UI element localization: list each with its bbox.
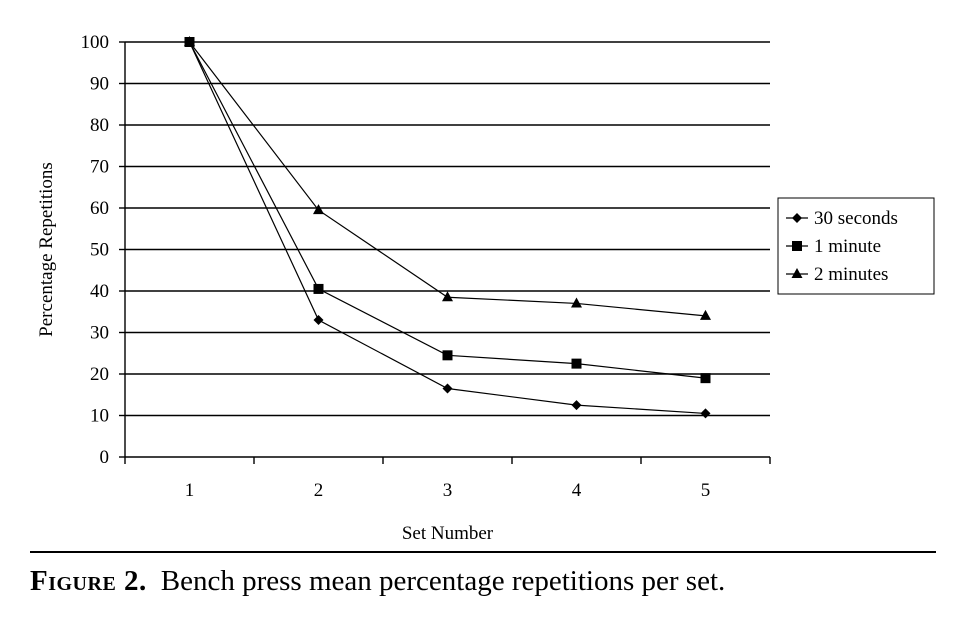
series-0-point-4: [571, 400, 582, 411]
series-markers: [184, 36, 711, 419]
y-tick-label-70: 70: [90, 157, 109, 178]
x-tick-label-1: 1: [185, 480, 195, 501]
y-tick-label-60: 60: [90, 198, 109, 219]
gridlines: [125, 41, 770, 417]
figure-caption: Figure 2. Bench press mean percentage rep…: [30, 565, 950, 598]
legend-label-2: 2 minutes: [814, 264, 888, 285]
caption-rule: [30, 551, 936, 553]
y-tick-label-10: 10: [90, 406, 109, 427]
series-1-point-2: [313, 283, 324, 294]
legend-marker-2: [791, 268, 803, 278]
y-axis-title: Percentage Repetitions: [36, 162, 57, 337]
y-tick-label-40: 40: [90, 281, 109, 302]
legend: 30 seconds 1 minute 2 minutes: [777, 197, 935, 295]
legend-label-1: 1 minute: [814, 236, 881, 257]
series-0-point-3: [442, 383, 453, 394]
series-2-point-1: [184, 36, 195, 46]
y-tick-label-50: 50: [90, 240, 109, 261]
legend-label-0: 30 seconds: [814, 208, 898, 229]
y-tick-label-100: 100: [81, 32, 110, 53]
series-2-point-4: [571, 297, 582, 308]
x-tick-label-3: 3: [443, 480, 453, 501]
y-tick-label-30: 30: [90, 323, 109, 344]
series-2-point-2: [313, 204, 324, 215]
legend-marker-1: [792, 241, 802, 251]
x-tick-label-5: 5: [701, 480, 711, 501]
axes: [119, 41, 771, 464]
y-tick-labels: 0 10 20 30 40 50 60 70 80 90 100: [81, 32, 110, 468]
y-tick-label-80: 80: [90, 115, 109, 136]
figure-caption-text: Bench press mean percentage repetitions …: [160, 565, 726, 597]
x-axis-title: Set Number: [402, 523, 494, 544]
series-2-point-5: [700, 309, 711, 320]
series-0-point-2: [313, 315, 324, 326]
x-tick-label-2: 2: [314, 480, 324, 501]
y-tick-label-90: 90: [90, 74, 109, 95]
x-tick-labels: 1 2 3 4 5: [185, 480, 711, 501]
series-2-point-3: [442, 291, 453, 302]
legend-marker-0: [792, 213, 802, 223]
series-1-point-3: [442, 350, 453, 361]
series-0-point-5: [700, 408, 711, 419]
series-1-point-4: [571, 358, 582, 369]
figure-label: Figure 2.: [30, 565, 147, 597]
series-1-point-5: [700, 373, 711, 384]
y-tick-label-0: 0: [100, 447, 110, 468]
x-tick-label-4: 4: [572, 480, 582, 501]
y-tick-label-20: 20: [90, 364, 109, 385]
